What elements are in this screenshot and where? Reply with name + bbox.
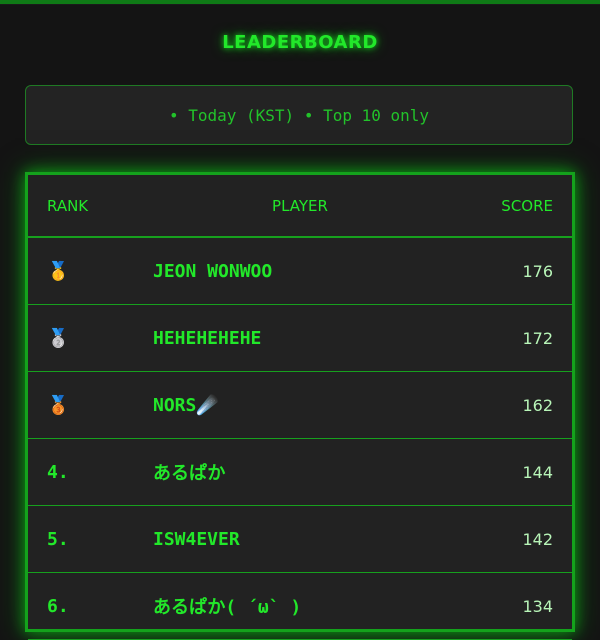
player-name: HEHEHEHEHE [153,327,262,349]
player-rank: 4. [47,461,69,483]
player-name: NORS☄️ [153,394,219,416]
player-score: 176 [522,261,553,281]
leaderboard-table: RANK PLAYER SCORE 🥇 JEON WONWOO 176 🥈 HE… [25,172,575,640]
player-name: JEON WONWOO [153,260,273,282]
table-row: 🥈 HEHEHEHEHE 172 [28,305,572,372]
table-row: 🥇 JEON WONWOO 176 [28,238,572,305]
player-name: あるぱか [153,463,226,484]
table-row: 5. ISW4EVER 142 [28,506,572,573]
player-rank: 6. [47,595,69,617]
top-bar [0,0,600,5]
player-name: ISW4EVER [153,528,240,550]
header-score: SCORE [501,196,553,215]
filter-info: • Today (KST) • Top 10 only [25,85,573,145]
header-player: PLAYER [272,196,328,215]
player-rank: 5. [47,528,69,550]
player-score: 162 [522,395,553,415]
page-title: LEADERBOARD [222,32,378,53]
table-row: 🥉 NORS☄️ 162 [28,372,572,439]
player-name: あるぱか( ´ω` ) [153,597,302,618]
table-row: 4. あるぱか 144 [28,439,572,506]
silver-medal-icon: 🥈 [47,327,70,349]
bronze-medal-icon: 🥉 [47,394,70,416]
player-score: 144 [522,462,553,482]
table-header: RANK PLAYER SCORE [28,175,572,238]
player-score: 172 [522,328,553,348]
header-rank: RANK [47,196,89,215]
player-score: 142 [522,529,553,549]
table-row: 6. あるぱか( ´ω` ) 134 [28,573,572,640]
player-score: 134 [522,596,553,616]
gold-medal-icon: 🥇 [47,260,70,282]
